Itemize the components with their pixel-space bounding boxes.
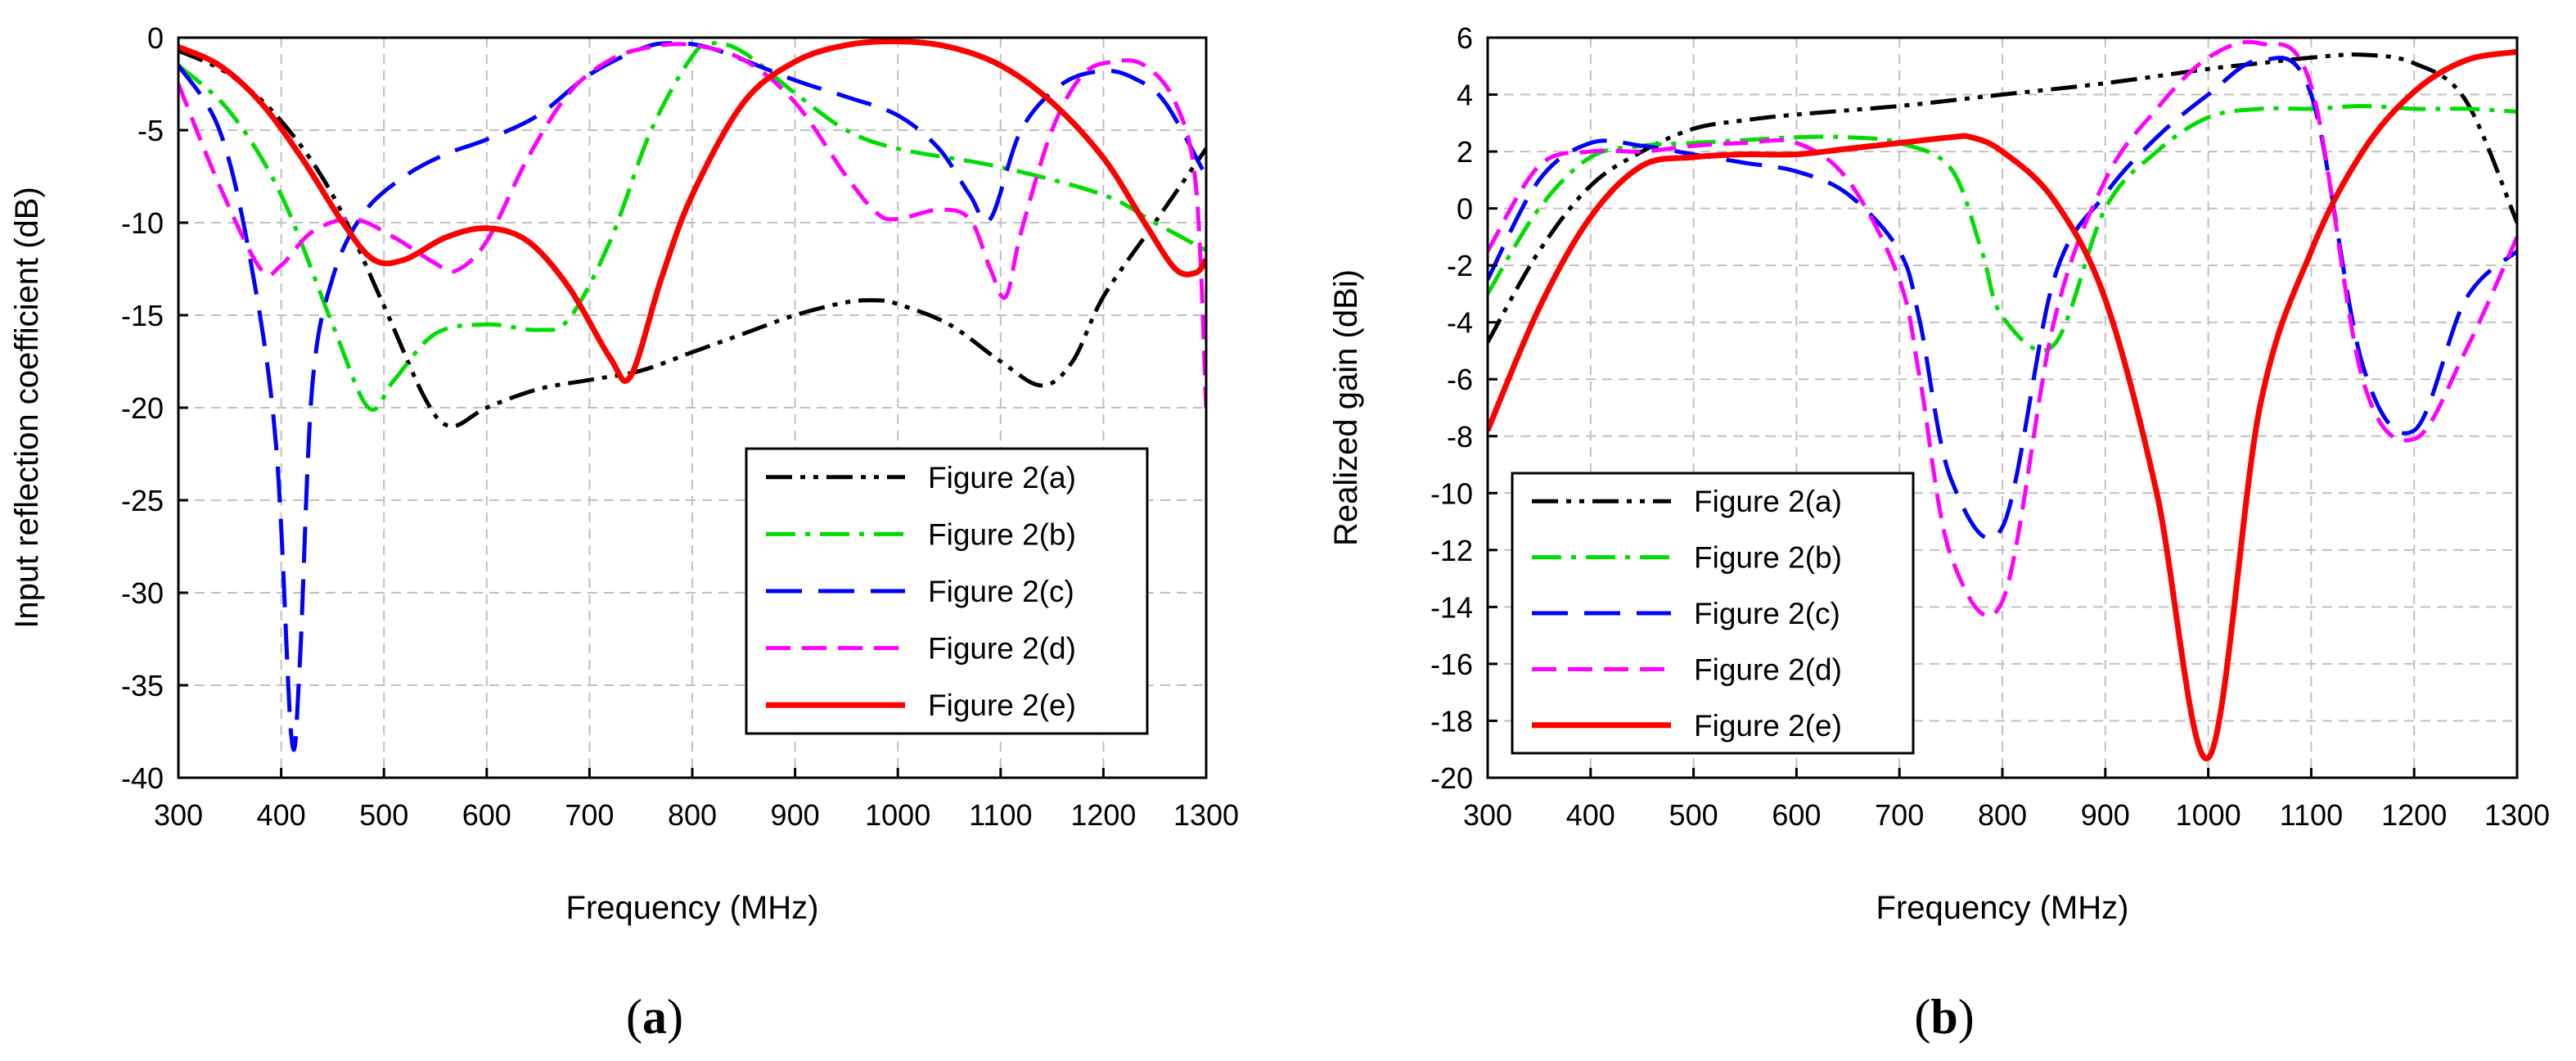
x-tick-label: 1000 bbox=[865, 798, 930, 832]
y-tick-label: 0 bbox=[1457, 192, 1473, 226]
y-tick-label: -2 bbox=[1447, 249, 1473, 282]
series-line-3 bbox=[178, 41, 1206, 752]
x-tick-label: 300 bbox=[154, 798, 203, 832]
legend-label-4: Figure 2(d) bbox=[928, 632, 1076, 666]
series-line-5 bbox=[178, 38, 1206, 384]
legend-label-1: Figure 2(a) bbox=[1694, 485, 1842, 518]
legend-box bbox=[1511, 472, 1915, 755]
x-tick-label: 800 bbox=[1978, 798, 2027, 832]
y-tick-label: 2 bbox=[1457, 135, 1473, 169]
x-tick-label: 900 bbox=[771, 798, 820, 832]
series-line-1 bbox=[178, 48, 1206, 429]
y-tick-label: 6 bbox=[1457, 21, 1473, 55]
y-tick-label: -4 bbox=[1447, 306, 1473, 340]
y-tick-label: -40 bbox=[121, 761, 164, 795]
legend-label-4: Figure 2(d) bbox=[1694, 652, 1842, 686]
y-axis-label: Input reflection coefficient (dB) bbox=[9, 187, 45, 629]
x-tick-label: 400 bbox=[257, 798, 306, 832]
x-tick-label: 600 bbox=[462, 798, 511, 832]
caption-close: ) bbox=[667, 990, 683, 1044]
legend-label-2: Figure 2(b) bbox=[928, 517, 1076, 551]
legend-label-3: Figure 2(c) bbox=[928, 575, 1074, 608]
x-tick-label: 1200 bbox=[1070, 798, 1136, 832]
x-tick-label: 1200 bbox=[2381, 798, 2447, 832]
x-tick-label: 400 bbox=[1566, 798, 1615, 832]
y-tick-label: -14 bbox=[1430, 590, 1473, 624]
y-tick-label: -5 bbox=[137, 114, 164, 147]
legend-label-1: Figure 2(a) bbox=[928, 461, 1076, 494]
legend: Figure 2(a) Figure 2(b) Figure 2(c) Figure … bbox=[1511, 472, 1915, 755]
y-tick-label: -30 bbox=[121, 576, 164, 610]
series-group bbox=[178, 38, 1206, 752]
panel-caption: (a) bbox=[626, 990, 683, 1044]
series-group bbox=[1488, 39, 2517, 761]
x-tick-label: 500 bbox=[359, 798, 408, 832]
chart-panel-b: 300 400 500 600 700 800 900 1000 1100 1200 1300 6 4 2… bbox=[1328, 21, 2550, 1044]
x-tick-label: 1300 bbox=[1173, 798, 1239, 832]
x-tick-label: 1100 bbox=[2280, 798, 2343, 832]
series-line-5 bbox=[1488, 48, 2517, 761]
y-tick-label: -15 bbox=[121, 299, 164, 332]
legend-label-5: Figure 2(e) bbox=[1694, 709, 1842, 743]
y-tick-label: -18 bbox=[1430, 704, 1473, 738]
y-tick-label: -25 bbox=[121, 484, 164, 517]
y-axis-label: Realized gain (dBi) bbox=[1328, 269, 1364, 546]
series-line-4 bbox=[1488, 39, 2517, 618]
legend: Figure 2(a) Figure 2(b) Figure 2(c) Figure … bbox=[745, 447, 1149, 735]
x-tick-label: 1000 bbox=[2176, 798, 2241, 832]
chart-panel-a: 300 400 500 600 700 800 900 1000 1100 1200 1300 0 -5… bbox=[9, 21, 1239, 1044]
x-tick-label: 700 bbox=[565, 798, 614, 832]
x-tick-label: 500 bbox=[1669, 798, 1718, 832]
y-tick-label: -20 bbox=[1430, 761, 1473, 795]
y-tick-label: -16 bbox=[1430, 648, 1473, 681]
caption-open: ( bbox=[626, 990, 642, 1044]
series-line-2 bbox=[178, 41, 1206, 412]
panel-caption: (b) bbox=[1914, 990, 1974, 1044]
x-axis-label: Frequency (MHz) bbox=[566, 890, 819, 926]
series-line-1 bbox=[1488, 52, 2517, 344]
y-tick-label: -8 bbox=[1447, 420, 1473, 454]
x-tick-label: 300 bbox=[1463, 798, 1512, 832]
y-tick-label: -10 bbox=[121, 206, 164, 240]
x-tick-label: 800 bbox=[668, 798, 717, 832]
caption-letter: a bbox=[642, 990, 667, 1044]
caption-letter: b bbox=[1930, 990, 1957, 1044]
x-tick-label: 700 bbox=[1875, 798, 1924, 832]
y-tick-label: 0 bbox=[147, 21, 164, 55]
legend-box bbox=[745, 447, 1149, 735]
caption-close: ) bbox=[1958, 990, 1975, 1044]
x-tick-label: 900 bbox=[2081, 798, 2130, 832]
y-tick-label: -35 bbox=[121, 669, 164, 702]
x-tick-label: 1100 bbox=[969, 798, 1032, 832]
legend-label-2: Figure 2(b) bbox=[1694, 541, 1842, 575]
x-axis-label: Frequency (MHz) bbox=[1876, 890, 2129, 926]
legend-label-5: Figure 2(e) bbox=[928, 689, 1076, 722]
legend-label-3: Figure 2(c) bbox=[1694, 597, 1840, 630]
y-tick-label: -20 bbox=[121, 391, 164, 425]
y-tick-label: -12 bbox=[1430, 534, 1473, 567]
x-tick-label: 600 bbox=[1772, 798, 1821, 832]
series-line-4 bbox=[178, 42, 1206, 409]
y-tick-label: -6 bbox=[1447, 363, 1473, 396]
y-tick-label: -10 bbox=[1430, 476, 1473, 510]
caption-open: ( bbox=[1914, 990, 1930, 1044]
y-tick-label: 4 bbox=[1457, 79, 1473, 112]
x-tick-label: 1300 bbox=[2484, 798, 2550, 832]
